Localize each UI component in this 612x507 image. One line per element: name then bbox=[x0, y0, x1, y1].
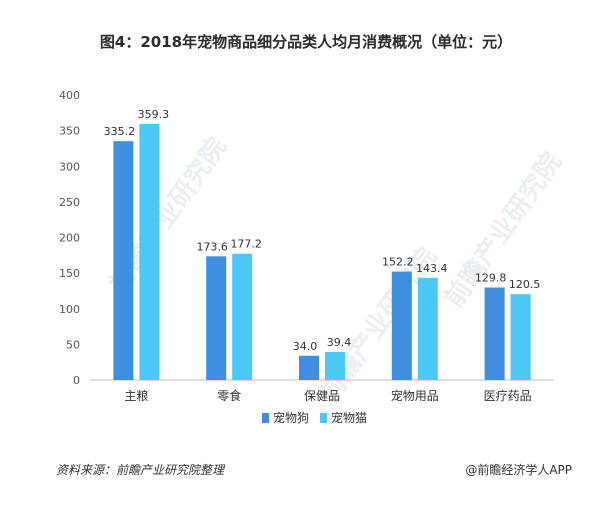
bar-dog bbox=[206, 256, 227, 380]
data-label: 129.8 bbox=[475, 272, 507, 285]
y-tick-label: 150 bbox=[59, 267, 80, 280]
y-tick-label: 50 bbox=[66, 338, 80, 351]
legend-label: 宠物猫 bbox=[331, 410, 367, 425]
bar-dog bbox=[299, 355, 319, 380]
bar-dog bbox=[391, 271, 412, 380]
x-category-label: 主粮 bbox=[124, 388, 148, 403]
x-category-label: 零食 bbox=[217, 388, 241, 403]
source-note: 资料来源：前瞻产业研究院整理 bbox=[56, 463, 225, 477]
y-tick-label: 250 bbox=[59, 196, 80, 209]
data-label: 39.4 bbox=[327, 336, 352, 349]
bar-cat bbox=[232, 253, 253, 380]
data-label: 177.2 bbox=[230, 238, 262, 251]
bar-cat bbox=[325, 351, 345, 380]
data-label: 335.2 bbox=[104, 125, 136, 138]
y-tick-label: 100 bbox=[59, 303, 80, 316]
data-label: 152.2 bbox=[382, 256, 414, 269]
legend: 宠物狗 宠物猫 bbox=[262, 410, 367, 425]
data-label: 359.3 bbox=[138, 108, 170, 121]
bar-cat bbox=[139, 123, 160, 380]
legend-label: 宠物狗 bbox=[273, 410, 309, 425]
x-category-label: 保健品 bbox=[304, 389, 340, 403]
bar-layer bbox=[113, 123, 531, 380]
y-tick-label: 400 bbox=[59, 89, 80, 102]
data-label: 143.4 bbox=[416, 262, 448, 275]
y-tick-label: 0 bbox=[73, 374, 80, 387]
attribution-text: @前瞻经济学人APP bbox=[465, 463, 572, 477]
y-tick-label: 200 bbox=[59, 232, 80, 245]
legend-swatch bbox=[320, 413, 327, 423]
x-category-label: 宠物用品 bbox=[391, 388, 439, 403]
bar-dog bbox=[113, 141, 134, 380]
legend-swatch bbox=[262, 413, 269, 423]
y-tick-label: 300 bbox=[59, 160, 80, 173]
bar-dog bbox=[484, 287, 505, 380]
x-category-label: 医疗药品 bbox=[484, 389, 532, 403]
chart-title: 图4：2018年宠物商品细分品类人均月消费概况（单位：元） bbox=[99, 33, 513, 51]
axis-layer: 0 50 100 150 200 250 300 350 400 主粮 零食 保健品 宠物用品 医疗药品 bbox=[59, 89, 554, 403]
data-label: 120.5 bbox=[509, 278, 541, 291]
data-label: 173.6 bbox=[196, 240, 228, 253]
bar-cat bbox=[417, 277, 438, 380]
data-label: 34.0 bbox=[293, 340, 318, 353]
y-tick-label: 350 bbox=[59, 125, 80, 138]
bar-cat bbox=[510, 294, 531, 380]
